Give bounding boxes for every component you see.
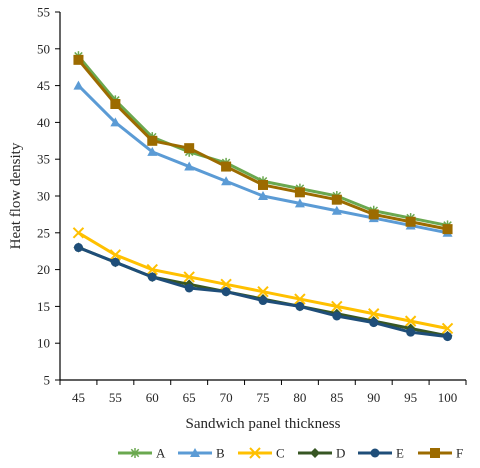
legend-item-D: D [298,446,345,461]
legend-item-A: A [118,446,166,461]
legend-marker [430,448,440,458]
series-C [72,227,454,335]
x-tick-label: 45 [72,390,85,405]
data-point [331,194,342,205]
data-point [368,209,379,220]
data-point [109,249,122,261]
series-line [77,231,448,330]
x-tick-label: 80 [293,390,306,405]
series-line [77,58,448,231]
y-tick-label: 35 [37,152,50,167]
data-point [110,257,120,267]
y-tick-label: 15 [37,299,50,314]
data-point [220,278,232,291]
data-point [258,179,268,190]
data-point [258,191,268,200]
data-point [369,318,379,328]
data-point [294,198,305,208]
data-point [184,283,194,293]
data-point [221,176,232,186]
series-F [73,54,453,235]
x-tick-label: 100 [438,390,458,405]
series-line [77,84,448,235]
x-tick-label: 60 [146,390,159,405]
data-point [332,311,342,321]
data-point [258,296,268,306]
legend-label: F [456,446,463,461]
y-tick-label: 10 [37,336,50,351]
data-point [331,205,342,215]
data-point [257,285,269,298]
y-tick-label: 25 [37,225,50,240]
data-point [184,161,195,171]
data-point [294,293,306,305]
legend-label: C [276,446,285,461]
data-point [147,135,158,146]
y-tick-label: 30 [37,189,50,204]
data-point [110,99,121,109]
data-point [110,117,121,127]
legend-label: D [336,446,345,461]
data-point [147,146,158,156]
x-axis-title: Sandwich panel thickness [186,416,341,432]
data-point [73,243,83,253]
legend-marker [310,448,320,458]
y-tick-label: 50 [37,41,50,56]
x-tick-label: 55 [109,390,122,405]
data-point [146,263,158,276]
x-tick-label: 70 [220,390,233,405]
y-tick-label: 40 [37,115,50,130]
legend-label: A [156,446,166,461]
legend-label: E [396,446,404,461]
series-B [73,80,453,237]
data-point [441,322,454,335]
y-tick-label: 20 [37,262,50,277]
x-tick-label: 65 [183,390,196,405]
data-point [221,161,232,172]
data-point [404,315,417,327]
series-E [73,243,453,342]
x-tick-label: 95 [404,390,417,405]
data-point [405,216,416,227]
data-point [183,271,195,283]
data-point [331,300,343,313]
data-point [73,80,84,90]
data-point [368,308,380,320]
data-point [73,54,84,65]
legend-marker [190,448,200,457]
legend-item-C: C [238,446,285,461]
y-tick-label: 5 [44,373,51,388]
data-point [294,187,305,198]
data-point [406,327,416,337]
x-tick-label: 75 [257,390,270,405]
series-A [73,51,453,231]
x-tick-label: 90 [367,390,380,405]
legend-item-F: F [418,446,463,461]
legend-marker [249,447,261,459]
data-point [221,287,231,297]
data-point [442,224,453,235]
x-tick-label: 85 [330,390,343,405]
data-point [147,272,157,282]
data-point [443,332,453,342]
legend-marker [370,448,380,458]
legend-item-E: E [358,446,404,461]
series-line [77,55,448,227]
y-tick-label: 45 [37,78,50,93]
legend-item-B: B [178,446,225,461]
y-tick-label: 55 [37,5,50,20]
legend-marker [130,448,140,458]
data-point [72,227,85,239]
data-point [295,301,305,311]
data-point [184,143,195,154]
legend-label: B [216,446,225,461]
y-axis-title: Heat flow density [8,142,24,249]
